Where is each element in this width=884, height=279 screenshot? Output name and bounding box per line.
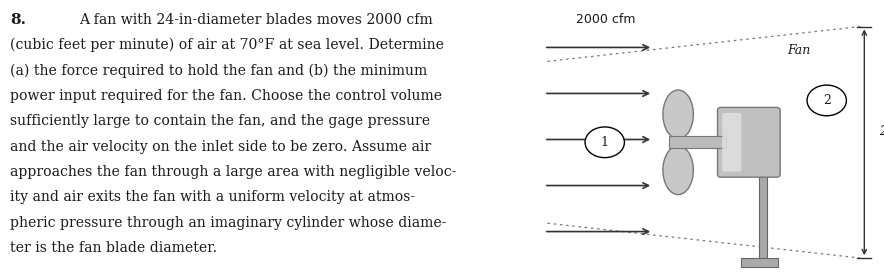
Bar <box>669 136 727 148</box>
FancyBboxPatch shape <box>722 113 742 172</box>
Text: (a) the force required to hold the fan and (b) the minimum: (a) the force required to hold the fan a… <box>10 63 427 78</box>
Circle shape <box>585 127 624 158</box>
Text: approaches the fan through a large area with negligible veloc-: approaches the fan through a large area … <box>10 165 456 179</box>
Text: and the air velocity on the inlet side to be zero. Assume air: and the air velocity on the inlet side t… <box>10 140 431 153</box>
Text: (cubic feet per minute) of air at 70°F at sea level. Determine: (cubic feet per minute) of air at 70°F a… <box>10 38 444 52</box>
Text: sufficiently large to contain the fan, and the gage pressure: sufficiently large to contain the fan, a… <box>10 114 430 128</box>
Circle shape <box>807 85 846 116</box>
Text: ter is the fan blade diameter.: ter is the fan blade diameter. <box>10 241 217 255</box>
Text: 8.: 8. <box>10 13 26 27</box>
Text: Fan: Fan <box>788 44 811 57</box>
Text: power input required for the fan. Choose the control volume: power input required for the fan. Choose… <box>10 89 442 103</box>
Ellipse shape <box>663 90 693 139</box>
Text: 2000 cfm: 2000 cfm <box>576 13 636 26</box>
Text: 1: 1 <box>601 136 609 149</box>
Text: pheric pressure through an imaginary cylinder whose diame-: pheric pressure through an imaginary cyl… <box>10 216 446 230</box>
Text: 2: 2 <box>823 94 831 107</box>
Text: A fan with 24-in-diameter blades moves 2000 cfm: A fan with 24-in-diameter blades moves 2… <box>79 13 432 27</box>
Bar <box>741 258 778 267</box>
Text: 24 in: 24 in <box>879 125 884 138</box>
Ellipse shape <box>663 146 693 195</box>
Text: ity and air exits the fan with a uniform velocity at atmos-: ity and air exits the fan with a uniform… <box>10 190 415 204</box>
Bar <box>759 174 767 258</box>
FancyBboxPatch shape <box>718 107 781 177</box>
